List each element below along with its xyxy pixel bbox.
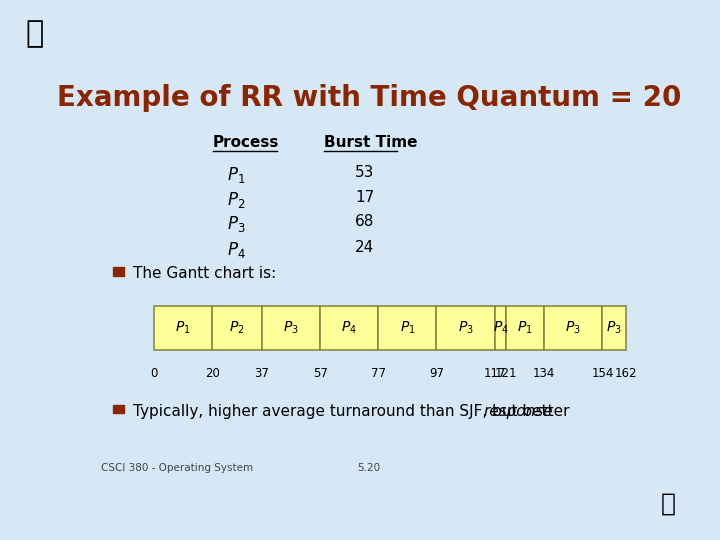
Text: $P_4$: $P_4$ (227, 240, 246, 260)
Text: 5.20: 5.20 (357, 463, 381, 473)
Text: Burst Time: Burst Time (324, 136, 418, 151)
Text: 162: 162 (614, 367, 637, 380)
Bar (320, 306, 378, 349)
Text: 134: 134 (533, 367, 555, 380)
Text: $P_3$: $P_3$ (458, 320, 474, 336)
Text: 0: 0 (150, 367, 158, 380)
Text: $P_4$: $P_4$ (492, 320, 508, 336)
Bar (495, 306, 506, 349)
Text: 77: 77 (371, 367, 386, 380)
Text: $P_1$: $P_1$ (227, 165, 245, 185)
Text: $P_2$: $P_2$ (230, 320, 245, 336)
Text: $P_2$: $P_2$ (227, 190, 245, 210)
Text: 17: 17 (355, 190, 374, 205)
Text: $P_3$: $P_3$ (606, 320, 622, 336)
Text: 57: 57 (312, 367, 328, 380)
Text: $P_1$: $P_1$ (400, 320, 415, 336)
Bar (212, 306, 262, 349)
Bar (378, 306, 436, 349)
Text: The Gantt chart is:: The Gantt chart is: (133, 266, 276, 281)
Text: $P_4$: $P_4$ (341, 320, 357, 336)
Text: Example of RR with Time Quantum = 20: Example of RR with Time Quantum = 20 (57, 84, 681, 112)
Bar (544, 306, 603, 349)
Text: $P_1$: $P_1$ (176, 320, 191, 336)
Text: response: response (483, 404, 553, 418)
Bar (154, 306, 212, 349)
Text: 154: 154 (591, 367, 613, 380)
Text: Typically, higher average turnaround than SJF, but better: Typically, higher average turnaround tha… (133, 404, 575, 418)
Bar (506, 306, 544, 349)
Text: $P_3$: $P_3$ (227, 214, 246, 234)
Bar (262, 306, 320, 349)
Text: 121: 121 (495, 367, 518, 380)
Text: 🐌: 🐌 (25, 19, 43, 48)
Text: Process: Process (213, 136, 279, 151)
FancyBboxPatch shape (113, 267, 124, 275)
Text: 68: 68 (355, 214, 374, 230)
Text: $P_1$: $P_1$ (518, 320, 533, 336)
Text: 53: 53 (355, 165, 374, 180)
Text: 🐌: 🐌 (660, 491, 675, 516)
Text: 97: 97 (429, 367, 444, 380)
Text: $P_3$: $P_3$ (565, 320, 581, 336)
Text: 20: 20 (205, 367, 220, 380)
FancyBboxPatch shape (113, 404, 124, 413)
Text: 117: 117 (483, 367, 506, 380)
Bar (436, 306, 495, 349)
Text: 24: 24 (355, 240, 374, 255)
Bar (603, 306, 626, 349)
Text: CSCI 380 - Operating System: CSCI 380 - Operating System (101, 463, 253, 473)
Text: $P_3$: $P_3$ (283, 320, 299, 336)
Text: 37: 37 (254, 367, 269, 380)
